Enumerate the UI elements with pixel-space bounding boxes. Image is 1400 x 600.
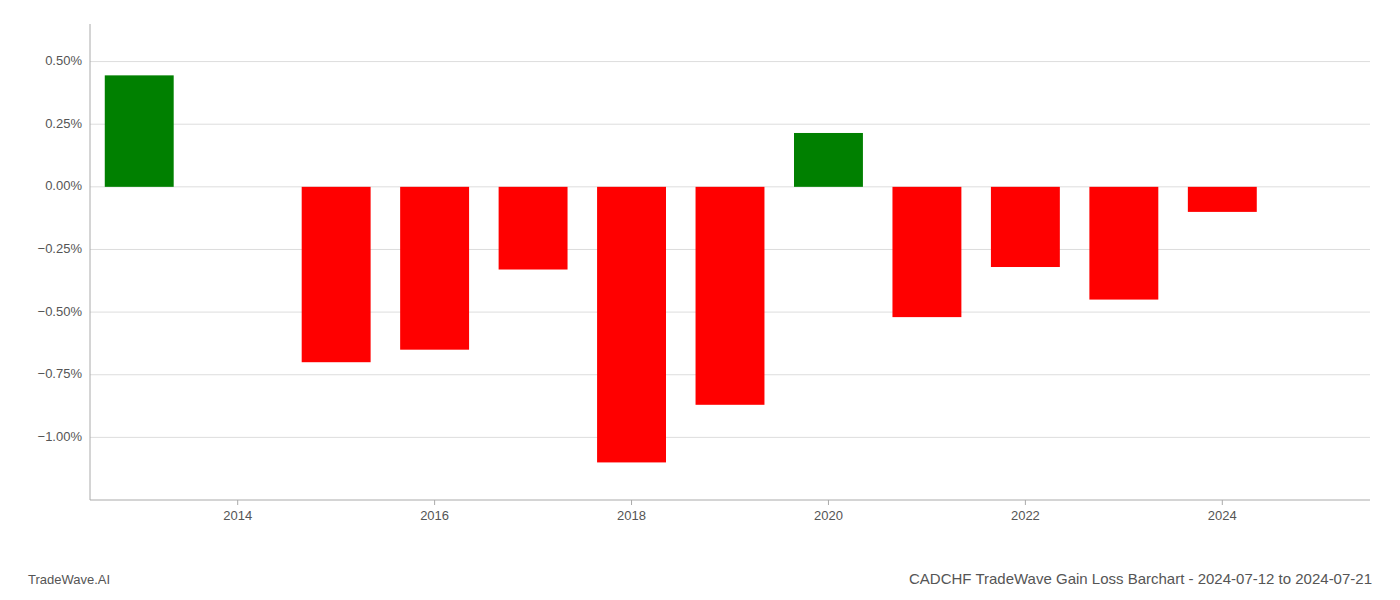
x-tick <box>631 500 632 505</box>
y-tick-label: −0.50% <box>38 304 83 319</box>
y-tick-labels: 0.50% 0.25% 0.00% −0.25% −0.50% −0.75% −1.00% <box>38 53 83 444</box>
x-tick <box>237 500 238 505</box>
y-tick-label: −0.75% <box>38 366 83 381</box>
y-tick-label: 0.50% <box>45 53 82 68</box>
x-tick <box>1025 500 1026 505</box>
y-tick-label: 0.25% <box>45 116 82 131</box>
x-tick <box>434 500 435 505</box>
chart-svg: 0.50% 0.25% 0.00% −0.25% −0.50% −0.75% −1.00% 2… <box>0 0 1400 600</box>
x-ticks: 2014 2016 2018 2020 2022 2024 <box>223 500 1237 523</box>
y-axis-line <box>90 24 91 500</box>
bar <box>696 187 765 405</box>
grid-line <box>90 437 1370 438</box>
y-tick-label: −0.25% <box>38 241 83 256</box>
chart-title: CADCHF TradeWave Gain Loss Barchart - 20… <box>909 570 1372 587</box>
x-axis-line <box>90 500 1370 501</box>
bar <box>597 187 666 463</box>
x-tick <box>828 500 829 505</box>
bar <box>892 187 961 317</box>
bar <box>1089 187 1158 300</box>
bars <box>105 75 1257 462</box>
watermark: TradeWave.AI <box>28 572 110 587</box>
bar <box>991 187 1060 267</box>
x-tick-label: 2014 <box>223 508 252 523</box>
x-tick-label: 2022 <box>1011 508 1040 523</box>
bar <box>794 133 863 187</box>
bar <box>302 187 371 362</box>
bar <box>105 75 174 186</box>
bar <box>400 187 469 350</box>
bar <box>499 187 568 270</box>
x-tick-label: 2016 <box>420 508 449 523</box>
x-tick-label: 2018 <box>617 508 646 523</box>
y-tick-label: 0.00% <box>45 178 82 193</box>
bar <box>1188 187 1257 212</box>
grid-line <box>90 124 1370 125</box>
grid-line <box>90 61 1370 62</box>
x-tick <box>1222 500 1223 505</box>
x-tick-label: 2020 <box>814 508 843 523</box>
y-grid <box>90 62 1370 438</box>
chart-container: 0.50% 0.25% 0.00% −0.25% −0.50% −0.75% −1.00% 2… <box>0 0 1400 600</box>
x-tick-label: 2024 <box>1208 508 1237 523</box>
y-tick-label: −1.00% <box>38 429 83 444</box>
